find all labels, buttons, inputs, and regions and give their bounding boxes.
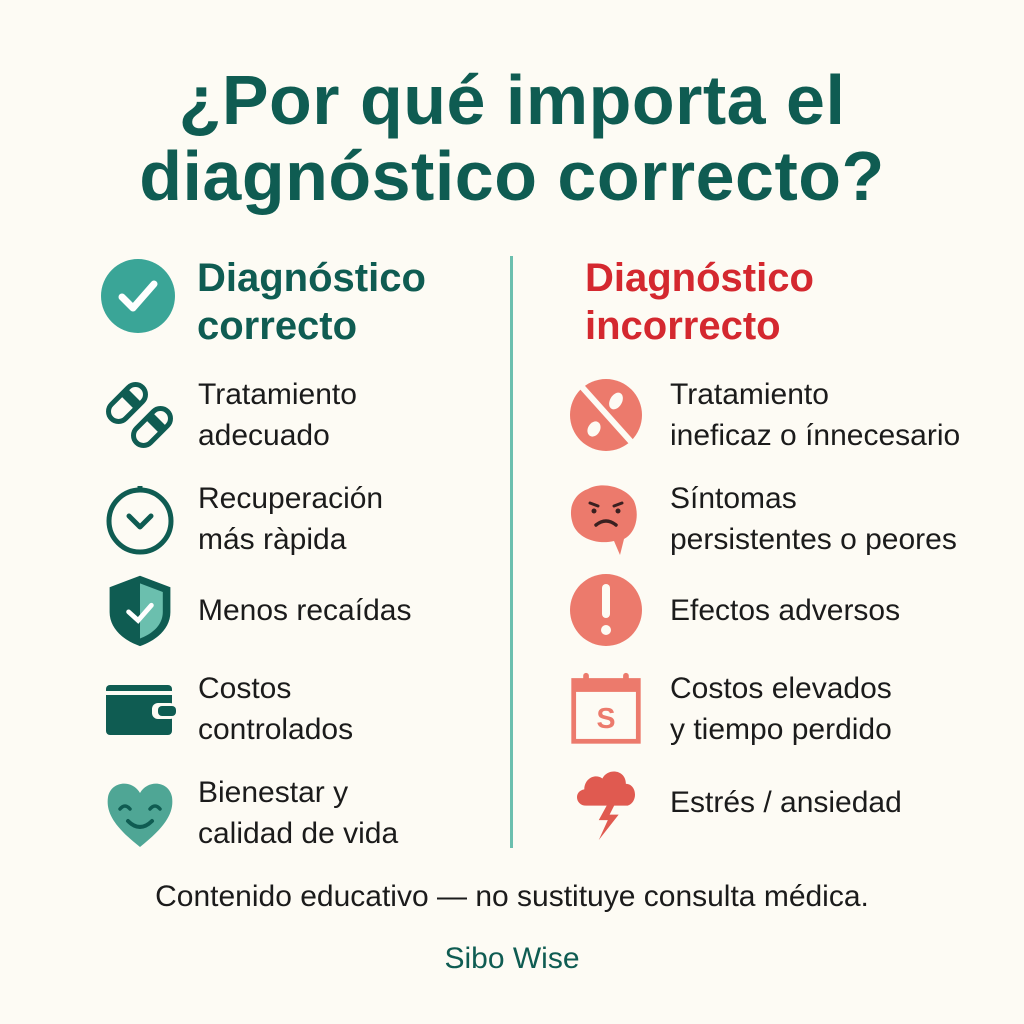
disclaimer: Contenido educativo — no sustituye consu… — [155, 880, 869, 913]
sad-gut-icon — [570, 485, 637, 555]
svg-text:S: S — [596, 703, 615, 735]
title-line-1: ¿Por qué importa el — [178, 61, 846, 139]
list-item: Menos recaídas — [102, 572, 411, 648]
item-text: Síntomas persistentes o peores — [670, 482, 957, 556]
shield-check-icon — [109, 575, 171, 647]
pills-icon — [106, 382, 173, 448]
list-item: S Costos elevados y tiempo perdido — [568, 668, 892, 750]
smiling-heart-icon — [107, 783, 173, 847]
list-item: Síntomas persistentes o peores — [568, 478, 957, 560]
heading-line: Diagnóstico — [585, 256, 814, 300]
page-title: ¿Por qué importa el diagnóstico correcto… — [0, 62, 1024, 214]
list-item: Recuperación más ràpida — [102, 478, 383, 560]
no-pill-icon — [570, 379, 642, 451]
list-item: Estrés / ansiedad — [568, 764, 902, 840]
item-text: Bienestar y calidad de vida — [198, 776, 399, 850]
item-text: Tratamiento adecuado — [198, 378, 357, 452]
list-item: Tratamiento ineficaz o ínnecesario — [568, 374, 960, 456]
storm-cloud-icon — [576, 771, 636, 840]
item-text: Efectos adversos — [670, 593, 901, 627]
item-text: Recuperación más ràpida — [198, 482, 384, 556]
title-line-2: diagnóstico correcto? — [139, 137, 885, 215]
heading-line: incorrecto — [585, 304, 781, 348]
clock-icon — [106, 486, 174, 555]
item-text: Costos controlados — [198, 672, 354, 746]
item-text: Menos recaídas — [198, 593, 412, 627]
correct-diagnosis-heading: Diagnóstico correcto — [197, 254, 426, 350]
item-text: Tratamiento ineficaz o ínnecesario — [670, 378, 961, 452]
list-item: Bienestar y calidad de vida — [102, 772, 398, 854]
list-item: Efectos adversos — [568, 572, 900, 648]
wallet-icon — [106, 685, 176, 735]
list-item: Tratamiento adecuado — [102, 374, 357, 456]
item-text: Estrés / ansiedad — [670, 785, 902, 819]
heading-line: Diagnóstico — [197, 256, 426, 300]
brand-name: Sibo Wise — [444, 942, 580, 975]
incorrect-diagnosis-heading: Diagnóstico incorrecto — [585, 254, 814, 350]
heading-line: correcto — [197, 304, 358, 348]
calendar-money-icon: S — [571, 672, 641, 744]
column-divider — [510, 256, 513, 848]
item-text: Costos elevados y tiempo perdido — [670, 672, 892, 746]
exclamation-icon — [570, 574, 642, 646]
check-circle-icon — [101, 259, 175, 333]
list-item: Costos controlados — [102, 668, 353, 750]
